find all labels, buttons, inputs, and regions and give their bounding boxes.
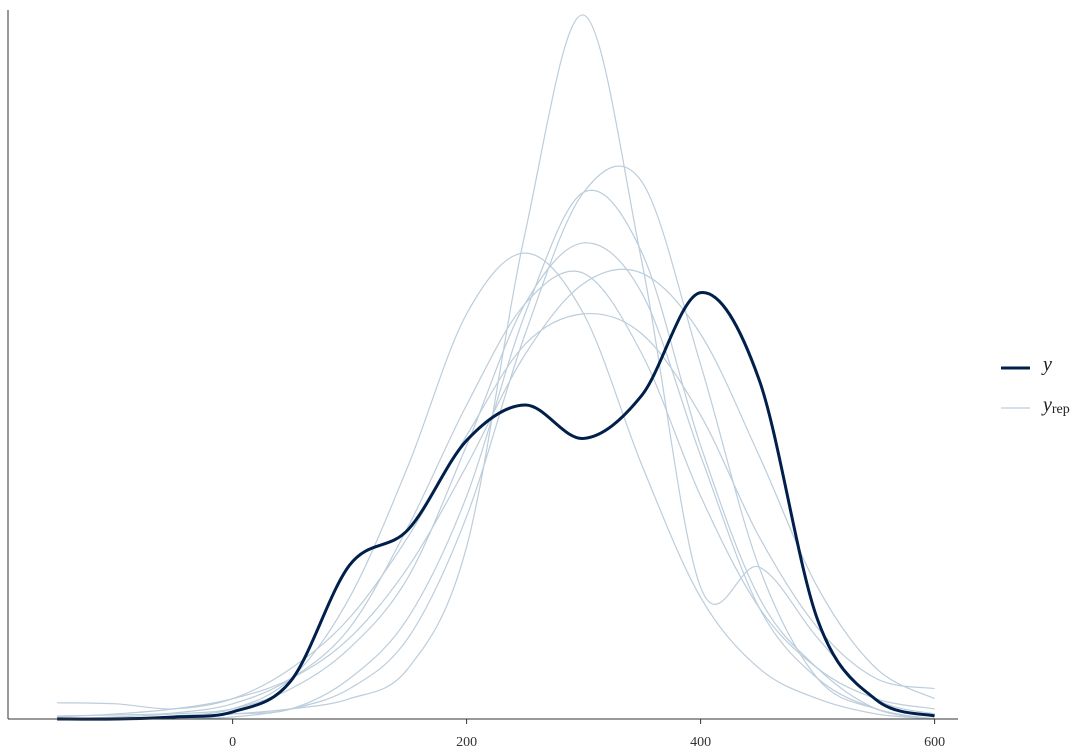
replicate-line bbox=[57, 242, 935, 720]
legend-label: yrep bbox=[1041, 394, 1070, 418]
replicate-line bbox=[57, 165, 935, 720]
x-tick-label: 600 bbox=[924, 735, 945, 750]
replicate-line bbox=[57, 312, 935, 710]
replicate-line bbox=[57, 270, 935, 717]
x-tick-label: 200 bbox=[456, 735, 477, 750]
replicate-line bbox=[57, 189, 935, 720]
replicate-line bbox=[57, 268, 935, 718]
legend: y yrep bbox=[1001, 354, 1070, 418]
replicate-line bbox=[57, 252, 935, 720]
legend-label: y bbox=[1041, 354, 1052, 376]
legend-label-sub: rep bbox=[1052, 402, 1070, 417]
x-tick-label: 400 bbox=[690, 735, 711, 750]
series-line bbox=[57, 291, 935, 721]
x-tick-label: 0 bbox=[229, 735, 236, 750]
replicate-line bbox=[57, 14, 935, 720]
legend-label-main: y bbox=[1041, 394, 1052, 416]
